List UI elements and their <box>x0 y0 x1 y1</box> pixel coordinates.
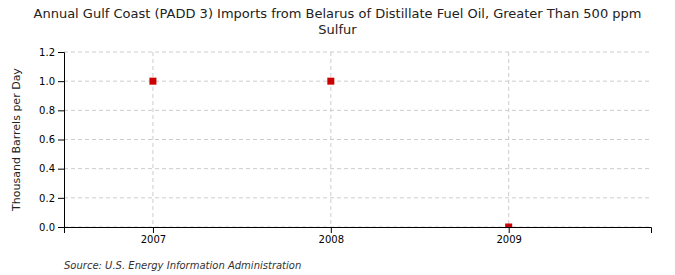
y-axis-title: Thousand Barrels per Day <box>10 68 23 212</box>
y-tick-label: 0.0 <box>39 222 55 233</box>
y-tick-label: 0.6 <box>39 134 55 145</box>
point <box>327 78 334 85</box>
point <box>505 224 512 228</box>
x-axis-line <box>65 228 652 234</box>
y-tick-mark <box>58 52 64 53</box>
title: Annual Gulf Coast (PADD 3) Imports from … <box>34 6 642 37</box>
chart: Annual Gulf Coast (PADD 3) Imports from … <box>0 0 675 275</box>
grid-line-y <box>64 168 651 169</box>
y-tick-mark <box>58 198 64 199</box>
y-tick-label: 0.4 <box>39 163 55 174</box>
x-tick: 2007 <box>141 227 166 245</box>
y-tick-label: 1.2 <box>39 47 55 58</box>
x-tick-label: 2007 <box>141 234 166 245</box>
y-tick-mark <box>58 227 64 228</box>
y-axis-line <box>58 53 65 228</box>
y-tick: 1.2 <box>39 47 64 58</box>
y-tick: 0.4 <box>39 163 64 174</box>
grid <box>64 52 651 227</box>
y-tick: 0.0 <box>39 222 64 233</box>
x-tick-mark <box>153 227 154 233</box>
grid-line-y <box>64 110 651 111</box>
x-axis: 2007 2008 2009 <box>65 227 652 245</box>
grid-line-y <box>64 139 651 140</box>
y-tick: 0.8 <box>39 105 64 116</box>
y-tick-mark <box>58 81 64 82</box>
y-tick: 0.2 <box>39 193 64 204</box>
source-note: Source: U.S. Energy Information Administ… <box>64 260 301 271</box>
y-tick-label: 0.8 <box>39 105 55 116</box>
x-tick: 2009 <box>496 227 521 245</box>
plot: 2007 2008 2009 0.0 0.2 0.4 0.6 0.8 1.0 1.2 <box>39 47 651 245</box>
y-axis: 0.0 0.2 0.4 0.6 0.8 1.0 1.2 <box>39 47 64 233</box>
grid-line-y <box>64 52 651 53</box>
y-tick-mark <box>58 140 64 141</box>
x-tick-mark <box>331 227 332 233</box>
points <box>149 78 512 227</box>
x-tick-mark <box>509 227 510 233</box>
x-tick-label: 2008 <box>319 234 344 245</box>
grid-line-x <box>508 52 509 227</box>
grid-line-y <box>64 197 651 198</box>
y-tick: 1.0 <box>39 76 64 87</box>
y-tick-label: 1.0 <box>39 76 55 87</box>
point <box>149 78 156 85</box>
x-tick: 2008 <box>319 227 344 245</box>
y-tick-mark <box>58 110 64 111</box>
y-tick-mark <box>58 169 64 170</box>
x-tick-label: 2009 <box>496 234 521 245</box>
y-tick-label: 0.2 <box>39 193 55 204</box>
y-tick: 0.6 <box>39 134 64 145</box>
